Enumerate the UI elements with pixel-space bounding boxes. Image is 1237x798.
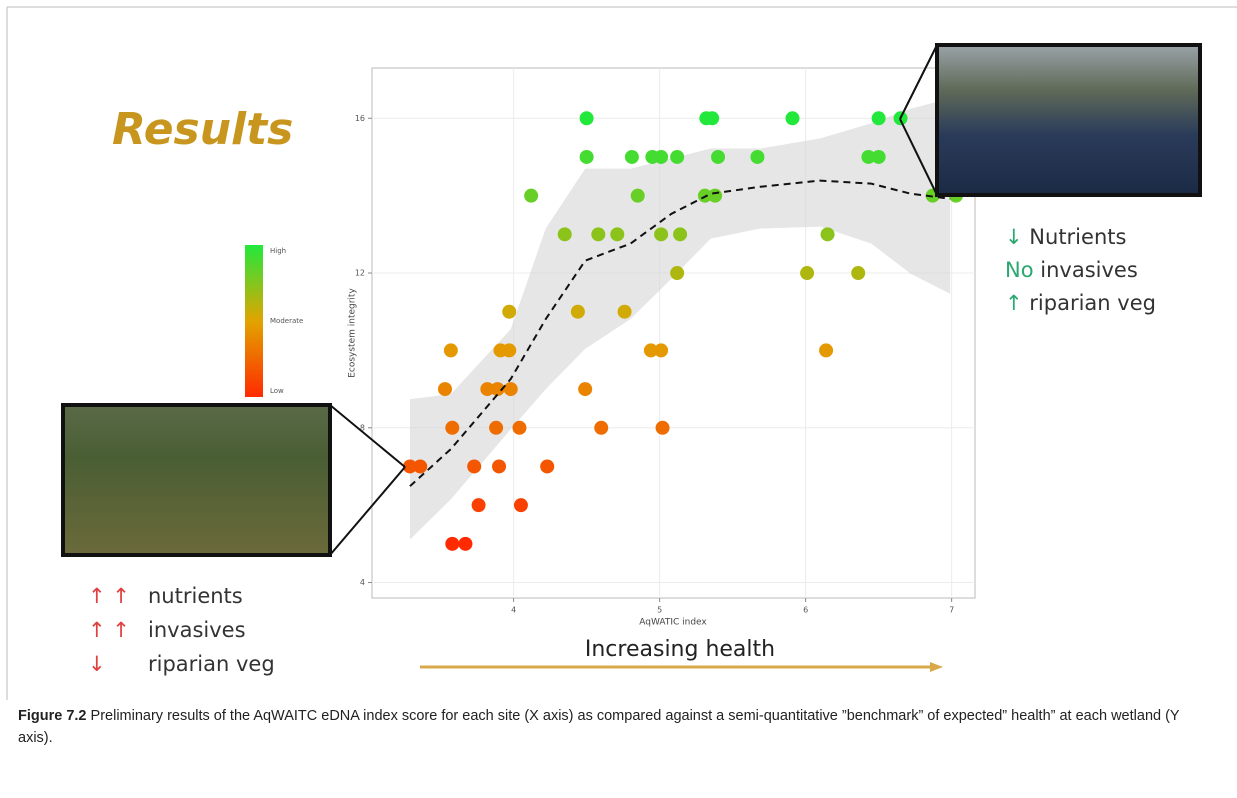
- note-marker: No: [1005, 258, 1034, 282]
- right-note: ↑ riparian veg: [1005, 291, 1156, 315]
- point: [711, 150, 725, 164]
- point: [625, 150, 639, 164]
- point: [708, 189, 722, 203]
- y-tick-label: 16: [355, 114, 365, 123]
- colorbar-label: Moderate: [270, 317, 303, 325]
- note-text: Nutrients: [1029, 225, 1126, 249]
- point: [673, 227, 687, 241]
- note-marker: ↑: [1005, 291, 1023, 315]
- point: [705, 111, 719, 125]
- right-note: ↓ Nutrients: [1005, 225, 1126, 249]
- point: [438, 382, 452, 396]
- colorbar-label: Low: [270, 387, 284, 395]
- left-note-text: nutrients: [148, 584, 243, 608]
- left-note-marker: ↑ ↑: [88, 584, 130, 608]
- caption-label: Figure 7.2: [18, 708, 87, 724]
- point: [654, 150, 668, 164]
- note-text: riparian veg: [1029, 291, 1156, 315]
- right-note: No invasives: [1005, 258, 1138, 282]
- point: [785, 111, 799, 125]
- y-axis-title: Ecosystem integrity: [348, 288, 358, 378]
- left-note-text: invasives: [148, 618, 246, 642]
- point: [800, 266, 814, 280]
- point: [631, 189, 645, 203]
- caption-text: Preliminary results of the AqWAITC eDNA …: [18, 708, 1179, 746]
- point: [872, 111, 886, 125]
- y-tick-label: 8: [360, 423, 365, 432]
- point: [821, 227, 835, 241]
- point: [580, 111, 594, 125]
- point: [618, 305, 632, 319]
- health-label: Increasing health: [585, 637, 775, 662]
- point: [413, 459, 427, 473]
- point: [504, 382, 518, 396]
- colorbar-label: High: [270, 247, 286, 255]
- point: [502, 343, 516, 357]
- point: [610, 227, 624, 241]
- point: [458, 537, 472, 551]
- x-tick-label: 4: [511, 606, 516, 615]
- point: [594, 421, 608, 435]
- page: Results AqWATIC index Ecosystem integrit…: [0, 0, 1237, 798]
- point: [445, 421, 459, 435]
- point: [558, 227, 572, 241]
- point: [444, 343, 458, 357]
- left-note-marker: ↓: [88, 652, 106, 676]
- point: [750, 150, 764, 164]
- point: [512, 421, 526, 435]
- point: [502, 305, 516, 319]
- point: [514, 498, 528, 512]
- x-axis-title: AqWATIC index: [639, 618, 707, 628]
- x-tick-label: 6: [803, 606, 808, 615]
- x-tick-label: 7: [949, 606, 954, 615]
- point: [489, 421, 503, 435]
- x-tick-label: 5: [657, 606, 662, 615]
- health-arrowhead: [930, 662, 943, 672]
- note-text: invasives: [1040, 258, 1138, 282]
- colorbar: [245, 245, 263, 397]
- note-marker: ↓: [1005, 225, 1023, 249]
- point: [445, 537, 459, 551]
- point: [656, 421, 670, 435]
- point: [654, 227, 668, 241]
- point: [524, 189, 538, 203]
- wetland-photo: [937, 45, 1200, 195]
- figure: Results AqWATIC index Ecosystem integrit…: [0, 0, 1237, 700]
- left-note-marker: ↑ ↑: [88, 618, 130, 642]
- point: [670, 266, 684, 280]
- point: [654, 343, 668, 357]
- point: [851, 266, 865, 280]
- left-note-text: riparian veg: [148, 652, 275, 676]
- y-tick-label: 4: [360, 578, 365, 587]
- point: [591, 227, 605, 241]
- point: [580, 150, 594, 164]
- point: [540, 459, 554, 473]
- heading: Results: [112, 104, 293, 155]
- caption: Figure 7.2 Preliminary results of the Aq…: [18, 705, 1198, 749]
- point: [472, 498, 486, 512]
- y-tick-label: 12: [355, 269, 365, 278]
- point: [819, 343, 833, 357]
- point: [670, 150, 684, 164]
- point: [872, 150, 886, 164]
- wetland-photo: [63, 405, 330, 555]
- point: [578, 382, 592, 396]
- point: [492, 459, 506, 473]
- point: [467, 459, 481, 473]
- point: [571, 305, 585, 319]
